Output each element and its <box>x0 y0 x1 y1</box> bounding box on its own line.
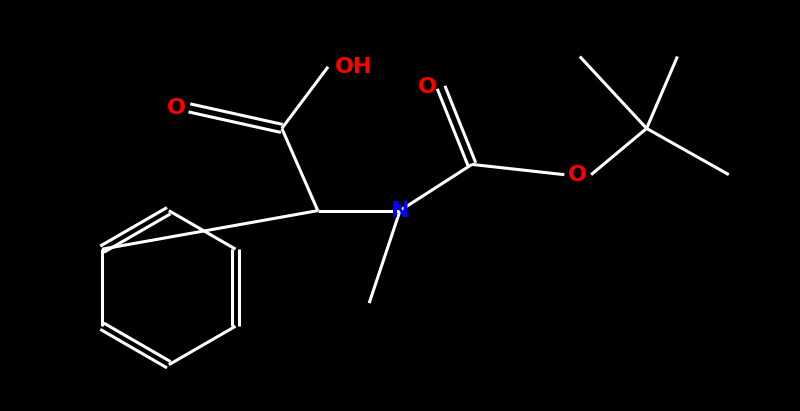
Text: OH: OH <box>335 57 373 77</box>
Text: O: O <box>166 98 186 118</box>
Text: O: O <box>568 165 587 185</box>
Text: N: N <box>390 201 410 221</box>
Text: O: O <box>418 77 438 97</box>
